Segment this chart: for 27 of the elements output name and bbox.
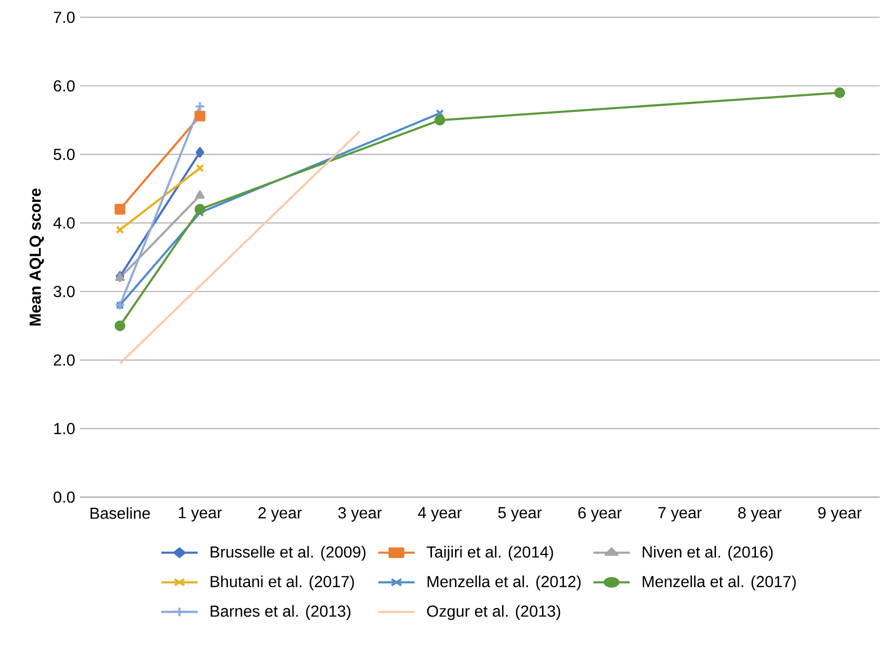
x-tick-label: 2 year: [258, 506, 302, 522]
legend-label: Barnes et al. (2013): [210, 604, 350, 620]
y-tick-label: 5.0: [54, 148, 75, 160]
legend-label: Niven et al. (2016): [642, 546, 773, 561]
legend-label: Taijiri et al. (2014): [426, 546, 554, 561]
x-tick-label: 8 year: [738, 506, 782, 522]
y-tick-label: 1.0: [54, 422, 75, 434]
y-axis-title: Mean AQLQ score: [30, 188, 44, 326]
x-tick-label: 5 year: [498, 506, 542, 522]
x-tick-label: 7 year: [658, 506, 702, 522]
y-tick-label: 7.0: [54, 11, 75, 23]
legend-label: Ozgur et al. (2013): [427, 604, 560, 620]
y-tick-label: 6.0: [54, 80, 75, 92]
x-tick-label: 3 year: [338, 506, 382, 522]
legend-label: Menzella et al. (2017): [642, 575, 796, 590]
legend-label: Bhutani et al. (2017): [210, 575, 354, 590]
x-tick-label: Baseline: [90, 506, 150, 519]
legend-label: Menzella et al. (2012): [428, 575, 581, 590]
y-tick-label: 2.0: [54, 354, 75, 366]
x-tick-label: 4 year: [418, 506, 462, 522]
x-tick-label: 9 year: [818, 506, 862, 522]
legend-label: Brusselle et al. (2009): [210, 546, 366, 561]
y-tick-label: 3.0: [54, 286, 75, 297]
y-tick-label: 4.0: [53, 217, 75, 228]
y-tick-label: 0.0: [54, 491, 75, 503]
x-tick-label: 1 year: [178, 506, 222, 522]
x-tick-label: 6 year: [578, 506, 622, 522]
